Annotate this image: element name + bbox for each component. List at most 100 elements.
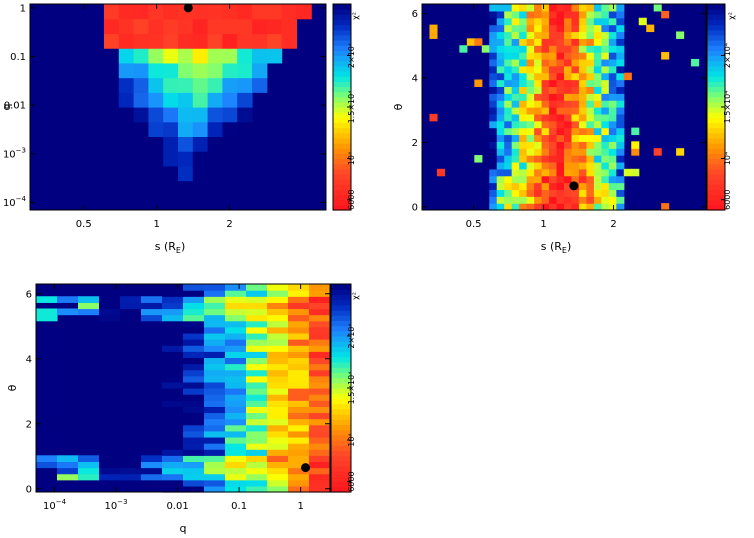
colorbar-segment bbox=[331, 299, 351, 306]
heatmap-cell bbox=[556, 175, 565, 184]
heatmap-cell bbox=[556, 24, 565, 33]
heatmap-cell bbox=[578, 203, 588, 211]
heatmap-cell bbox=[141, 308, 163, 316]
heatmap-cell bbox=[267, 479, 289, 487]
heatmap-cell bbox=[225, 388, 247, 395]
heatmap-cell bbox=[616, 100, 625, 108]
heatmap-cell bbox=[504, 24, 513, 33]
heatmap-cell bbox=[504, 38, 513, 46]
heatmap-cell bbox=[593, 107, 602, 115]
plot-frame bbox=[421, 3, 707, 211]
heatmap-cell bbox=[541, 120, 550, 129]
colorbar-segment bbox=[707, 137, 725, 144]
heatmap-cell bbox=[556, 120, 565, 129]
colorbar-segment bbox=[331, 351, 351, 358]
heatmap-cell bbox=[549, 113, 558, 122]
colorbar-segment bbox=[707, 122, 725, 129]
heatmap-cell bbox=[586, 120, 595, 129]
heatmap-cell bbox=[309, 314, 331, 322]
heatmap-cell bbox=[541, 168, 550, 177]
heatmap-cell bbox=[616, 127, 625, 136]
heatmap-cell bbox=[511, 196, 520, 204]
heatmap-cell bbox=[504, 161, 513, 170]
heatmap-cell bbox=[593, 4, 602, 12]
heatmap-cell bbox=[489, 155, 498, 163]
heatmap-cell bbox=[99, 473, 121, 481]
colorbar-segment bbox=[707, 70, 725, 77]
heatmap-cell bbox=[526, 148, 535, 156]
colorbar-segment bbox=[333, 112, 351, 118]
colorbar-segment bbox=[707, 179, 725, 185]
heatmap-cell bbox=[78, 461, 100, 469]
heatmap-cell bbox=[586, 100, 595, 108]
heatmap-cell bbox=[78, 473, 100, 481]
heatmap-cell bbox=[252, 18, 268, 35]
heatmap-cell bbox=[586, 134, 595, 142]
heatmap-cell bbox=[496, 175, 505, 184]
heatmap-cell bbox=[526, 189, 535, 197]
heatmap-cell bbox=[309, 394, 331, 401]
colorbar-segment bbox=[707, 65, 725, 72]
plot-frame bbox=[29, 3, 327, 211]
heatmap-cell bbox=[549, 182, 558, 190]
heatmap-cell bbox=[519, 141, 528, 149]
heatmap-cell bbox=[496, 38, 505, 46]
heatmap-cell bbox=[616, 65, 625, 74]
heatmap-cell bbox=[549, 72, 558, 81]
heatmap-cell bbox=[207, 48, 223, 64]
heatmap-cell bbox=[183, 326, 205, 334]
heatmap-cell bbox=[237, 4, 253, 20]
heatmap-cell bbox=[601, 52, 610, 60]
heatmap-cell bbox=[601, 10, 610, 19]
heatmap-cell bbox=[504, 65, 513, 74]
heatmap-cell bbox=[489, 127, 498, 136]
heatmap-cell bbox=[549, 45, 558, 53]
heatmap-cell bbox=[564, 45, 573, 53]
heatmap-cell bbox=[556, 72, 565, 81]
heatmap-cell bbox=[608, 168, 617, 177]
heatmap-cell bbox=[601, 113, 610, 122]
heatmap-cell bbox=[162, 381, 184, 389]
heatmap-cell bbox=[237, 77, 253, 93]
heatmap-cell bbox=[504, 120, 513, 129]
heatmap-cell bbox=[204, 326, 226, 334]
heatmap-cell bbox=[207, 107, 223, 123]
heatmap-cell bbox=[183, 394, 205, 401]
heatmap-cell bbox=[133, 18, 149, 35]
heatmap-cell bbox=[309, 418, 331, 426]
heatmap-cell bbox=[183, 332, 205, 340]
heatmap-cell bbox=[178, 18, 194, 35]
heatmap-cell bbox=[36, 314, 58, 322]
heatmap-cell bbox=[646, 24, 655, 33]
heatmap-cell bbox=[631, 168, 640, 177]
heatmap-cell bbox=[608, 72, 617, 81]
heatmap-cell bbox=[504, 72, 513, 81]
heatmap-cell bbox=[564, 79, 573, 87]
heatmap-cell bbox=[578, 120, 588, 129]
heatmap-cell bbox=[309, 332, 331, 340]
heatmap-cell bbox=[511, 65, 520, 74]
heatmap-cell bbox=[519, 93, 528, 101]
heatmap-cell bbox=[162, 400, 184, 407]
heatmap-cell bbox=[534, 4, 543, 12]
heatmap-cell bbox=[204, 455, 226, 463]
heatmap-cell bbox=[246, 473, 268, 481]
heatmap-cell bbox=[162, 455, 184, 463]
heatmap-cell bbox=[162, 424, 184, 432]
heatmap-cell bbox=[586, 31, 595, 39]
heatmap-cell bbox=[288, 381, 310, 389]
heatmap-cell bbox=[608, 4, 617, 12]
colorbar-segment bbox=[331, 450, 351, 457]
colorbar-segment bbox=[707, 173, 725, 180]
heatmap-cell bbox=[511, 182, 520, 190]
colorbar-segment bbox=[707, 107, 725, 113]
heatmap-cell bbox=[601, 141, 610, 149]
heatmap-cell bbox=[246, 314, 268, 322]
heatmap-cell bbox=[593, 155, 602, 163]
heatmap-cell bbox=[608, 52, 617, 60]
heatmap-cell bbox=[204, 369, 226, 377]
heatmap-cell bbox=[541, 182, 550, 190]
heatmap-cell bbox=[541, 196, 550, 204]
heatmap-cell bbox=[519, 58, 528, 67]
colorbar-segment bbox=[331, 372, 351, 379]
